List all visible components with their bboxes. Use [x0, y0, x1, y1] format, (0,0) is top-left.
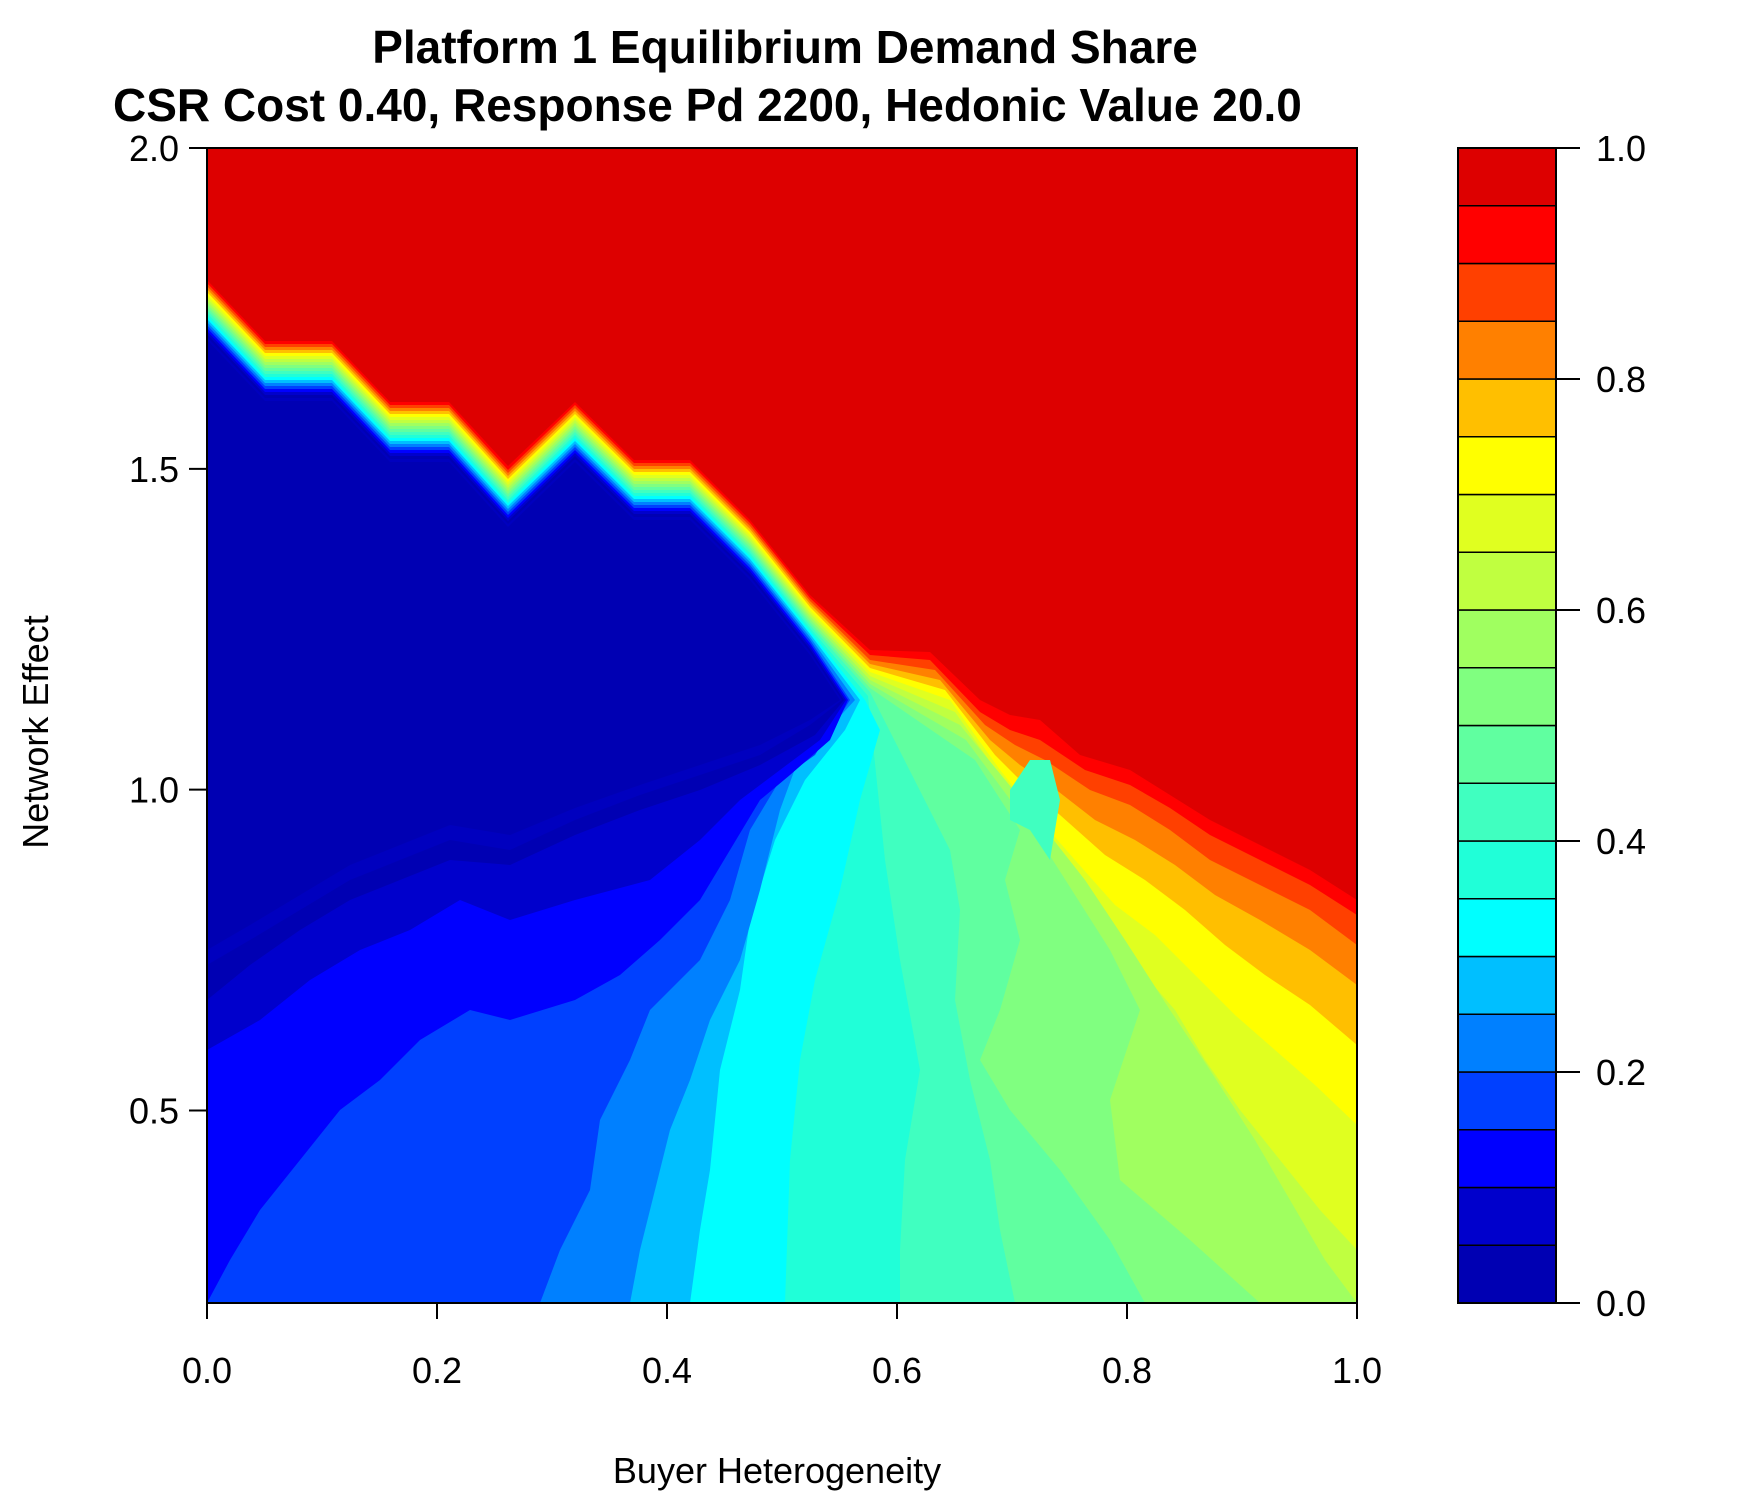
colorbar-swatch: [1457, 1129, 1557, 1189]
colorbar-swatch: [1457, 493, 1557, 553]
chart-title: Platform 1 Equilibrium Demand Share: [372, 21, 1198, 73]
chart-subtitle: CSR Cost 0.40, Response Pd 2200, Hedonic…: [113, 79, 1302, 131]
colorbar-tick-label: 0.8: [1596, 359, 1646, 400]
colorbar-tick-label: 0.4: [1596, 821, 1646, 862]
colorbar-tick-label: 0.6: [1596, 590, 1646, 631]
x-axis: 0.0 0.2 0.4 0.6 0.8 1.0: [182, 1302, 1382, 1391]
colorbar-swatch: [1457, 378, 1557, 438]
y-tick-label: 1.0: [129, 770, 179, 811]
colorbar-swatch: [1457, 667, 1557, 727]
colorbar-swatch: [1457, 205, 1557, 265]
colorbar-swatch: [1457, 320, 1557, 380]
colorbar-swatch: [1457, 436, 1557, 496]
colorbar-swatch: [1457, 147, 1557, 207]
contour-island: [1010, 760, 1060, 860]
plot-area: [207, 148, 1357, 1303]
colorbar-swatch: [1457, 955, 1557, 1015]
colorbar-tick-label: 0.0: [1596, 1283, 1646, 1324]
colorbar-swatch: [1457, 551, 1557, 611]
x-tick-label: 0.2: [412, 1350, 462, 1391]
colorbar-swatch: [1457, 898, 1557, 958]
chart-title-group: Platform 1 Equilibrium Demand Share CSR …: [113, 21, 1448, 140]
colorbar-swatch: [1457, 1244, 1557, 1304]
colorbar-swatch: [1457, 1013, 1557, 1073]
contour-band-0.0-core: [207, 340, 840, 950]
y-tick-label: 0.5: [129, 1091, 179, 1132]
colorbar-swatch: [1457, 609, 1557, 669]
colorbar-tick-label: 0.2: [1596, 1052, 1646, 1093]
colorbar-frame: [1457, 147, 1557, 1304]
colorbar-swatch: [1457, 724, 1557, 784]
colorbar-swatch: [1457, 1186, 1557, 1246]
x-tick-label: 0.8: [1102, 1350, 1152, 1391]
x-tick-label: 1.0: [1332, 1350, 1382, 1391]
y-tick-label: 1.5: [129, 449, 179, 490]
colorbar-swatch: [1457, 1071, 1557, 1131]
x-tick-label: 0.6: [872, 1350, 922, 1391]
colorbar-swatch: [1457, 840, 1557, 900]
x-tick-label: 0.4: [642, 1350, 692, 1391]
y-axis-label: Network Effect: [15, 615, 56, 848]
y-tick-label: 2.0: [129, 128, 179, 169]
y-axis: 0.5 1.0 1.5 2.0: [129, 128, 208, 1132]
colorbar-swatch: [1457, 782, 1557, 842]
colorbar-swatch: [1457, 262, 1557, 322]
subtitle-clip-mask: [1408, 80, 1448, 140]
x-axis-label: Buyer Heterogeneity: [613, 1450, 941, 1491]
colorbar-tick-label: 1.0: [1596, 128, 1646, 169]
colorbar: 0.0 0.2 0.4 0.6 0.8 1.0: [1457, 128, 1646, 1324]
x-tick-label: 0.0: [182, 1350, 232, 1391]
